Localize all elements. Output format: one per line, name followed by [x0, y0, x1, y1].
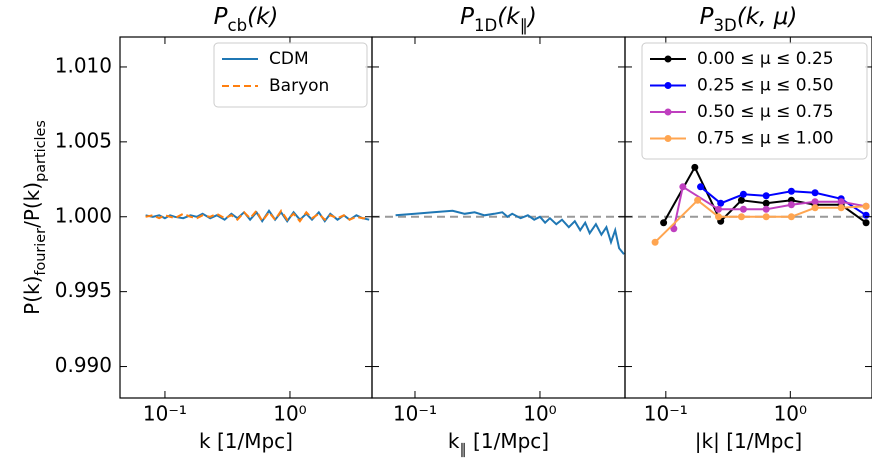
- point: [787, 213, 795, 221]
- point: [787, 201, 795, 209]
- x-tick-label: 10⁻¹: [143, 402, 187, 426]
- text-part: P: [214, 4, 228, 30]
- x-axis-label: k∥ [1/Mpc]: [448, 429, 549, 459]
- point: [651, 238, 659, 246]
- subscript: cb: [228, 16, 248, 35]
- legend-marker: [664, 82, 672, 89]
- series-line: [654, 198, 867, 243]
- point: [837, 204, 845, 212]
- legend-box: [641, 42, 868, 160]
- point: [737, 213, 745, 221]
- text-part: P(k): [20, 276, 44, 315]
- point: [837, 198, 845, 206]
- point: [717, 199, 725, 207]
- subscript: ∥: [460, 442, 467, 458]
- legend-label: 0.00 ≤ μ ≤ 0.25: [697, 49, 834, 69]
- subscript: ∥: [520, 16, 528, 35]
- point: [862, 211, 870, 219]
- x-axis-label: |k| [1/Mpc]: [695, 429, 802, 453]
- point: [660, 219, 668, 227]
- y-tick-label: 1.005: [55, 128, 112, 152]
- text-part: (k: [497, 4, 521, 30]
- point: [679, 183, 687, 191]
- panel: [145, 209, 370, 224]
- series-line: [145, 209, 370, 224]
- point: [811, 198, 819, 206]
- text-part: [1/Mpc]: [467, 429, 549, 453]
- text-part: P: [700, 4, 714, 30]
- text-part: |k| [1/Mpc]: [695, 429, 802, 453]
- series-line: [395, 209, 625, 255]
- point: [762, 213, 770, 221]
- panel-title: Pcb(k): [214, 4, 279, 36]
- legend-label: 0.75 ≤ μ ≤ 1.00: [697, 129, 834, 149]
- legend-label: CDM: [269, 49, 309, 69]
- point: [762, 192, 770, 200]
- panel-title: P1D(k∥): [460, 4, 537, 36]
- subscript: fourier: [33, 228, 49, 276]
- legend-label: Baryon: [269, 76, 329, 96]
- point: [811, 189, 819, 197]
- text-part: (k, μ): [737, 4, 798, 30]
- point: [691, 163, 699, 171]
- x-tick-label: 10⁰: [774, 402, 807, 426]
- point: [694, 196, 702, 204]
- panel-title: P3D(k, μ): [700, 4, 798, 36]
- point: [811, 204, 819, 212]
- y-tick-label: 1.010: [55, 53, 112, 77]
- text-part: P: [460, 4, 474, 30]
- x-axis-label: k [1/Mpc]: [199, 429, 293, 453]
- point: [762, 199, 770, 207]
- point: [737, 196, 745, 204]
- legend-marker: [664, 55, 672, 63]
- y-axis-label: P(k)fourier/P(k)particles: [20, 120, 50, 315]
- text-part: k [1/Mpc]: [199, 429, 293, 453]
- point: [697, 183, 705, 191]
- legend-label: 0.50 ≤ μ ≤ 0.75: [697, 102, 834, 122]
- y-tick-label: 1.000: [55, 203, 112, 227]
- x-tick-label: 10⁻¹: [393, 402, 437, 426]
- subscript: particles: [33, 120, 49, 182]
- point: [715, 213, 723, 221]
- point: [787, 187, 795, 195]
- point: [670, 225, 678, 233]
- point: [862, 202, 870, 210]
- y-tick-label: 0.990: [55, 353, 112, 377]
- point: [739, 205, 747, 213]
- text-part: k: [448, 429, 460, 453]
- legend-label: 0.25 ≤ μ ≤ 0.50: [697, 76, 834, 96]
- x-tick-label: 10⁰: [523, 402, 556, 426]
- panel-frame: [624, 36, 872, 399]
- point: [862, 219, 870, 227]
- text-part: /P(k): [20, 182, 44, 228]
- y-tick-label: 0.995: [55, 278, 112, 302]
- point: [715, 205, 723, 213]
- x-tick-label: 10⁻¹: [644, 402, 688, 426]
- point: [762, 205, 770, 213]
- subscript: 3D: [714, 16, 737, 35]
- series-line: [699, 186, 867, 217]
- point: [739, 190, 747, 198]
- text-part: (k): [247, 4, 278, 30]
- legend-marker: [664, 135, 672, 142]
- panel: [625, 163, 872, 246]
- text-part: ): [526, 4, 537, 30]
- legend-marker: [664, 108, 672, 116]
- subscript: 1D: [474, 16, 497, 35]
- panel: [372, 209, 625, 255]
- x-tick-label: 10⁰: [273, 402, 306, 426]
